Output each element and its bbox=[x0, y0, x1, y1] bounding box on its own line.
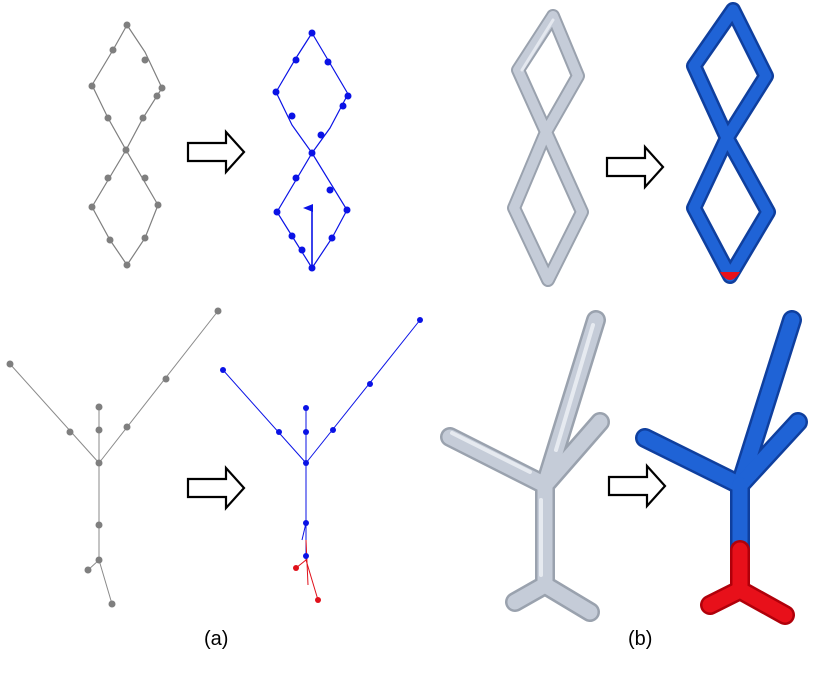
right-arrow-icon bbox=[605, 144, 665, 190]
diamond-tube-red-tip bbox=[720, 272, 740, 280]
tree-graph-blue bbox=[222, 319, 421, 560]
caption-a: (a) bbox=[204, 628, 229, 650]
right-arrow-icon bbox=[607, 463, 667, 509]
diamond-tube-gray bbox=[507, 9, 589, 287]
tree-graph-red bbox=[295, 539, 319, 601]
tree-graph-gray-nodes bbox=[6, 307, 222, 608]
diamond-graph-blue-nodes bbox=[272, 29, 352, 272]
tree-tube-blue bbox=[635, 310, 808, 560]
caption-b: (b) bbox=[628, 628, 653, 650]
tree-graph-red-nodes bbox=[293, 565, 321, 603]
right-arrow-icon bbox=[186, 129, 246, 175]
diamond-graph-gray-nodes bbox=[88, 21, 166, 269]
tree-graph-blue-nodes bbox=[220, 317, 423, 559]
tree-tube-red bbox=[700, 540, 795, 625]
right-arrow-icon bbox=[186, 465, 246, 511]
diamond-tube-blue bbox=[686, 2, 776, 284]
diamond-graph-gray bbox=[91, 24, 163, 267]
tree-tube-gray bbox=[440, 310, 610, 622]
tree-graph-gray bbox=[9, 310, 219, 605]
